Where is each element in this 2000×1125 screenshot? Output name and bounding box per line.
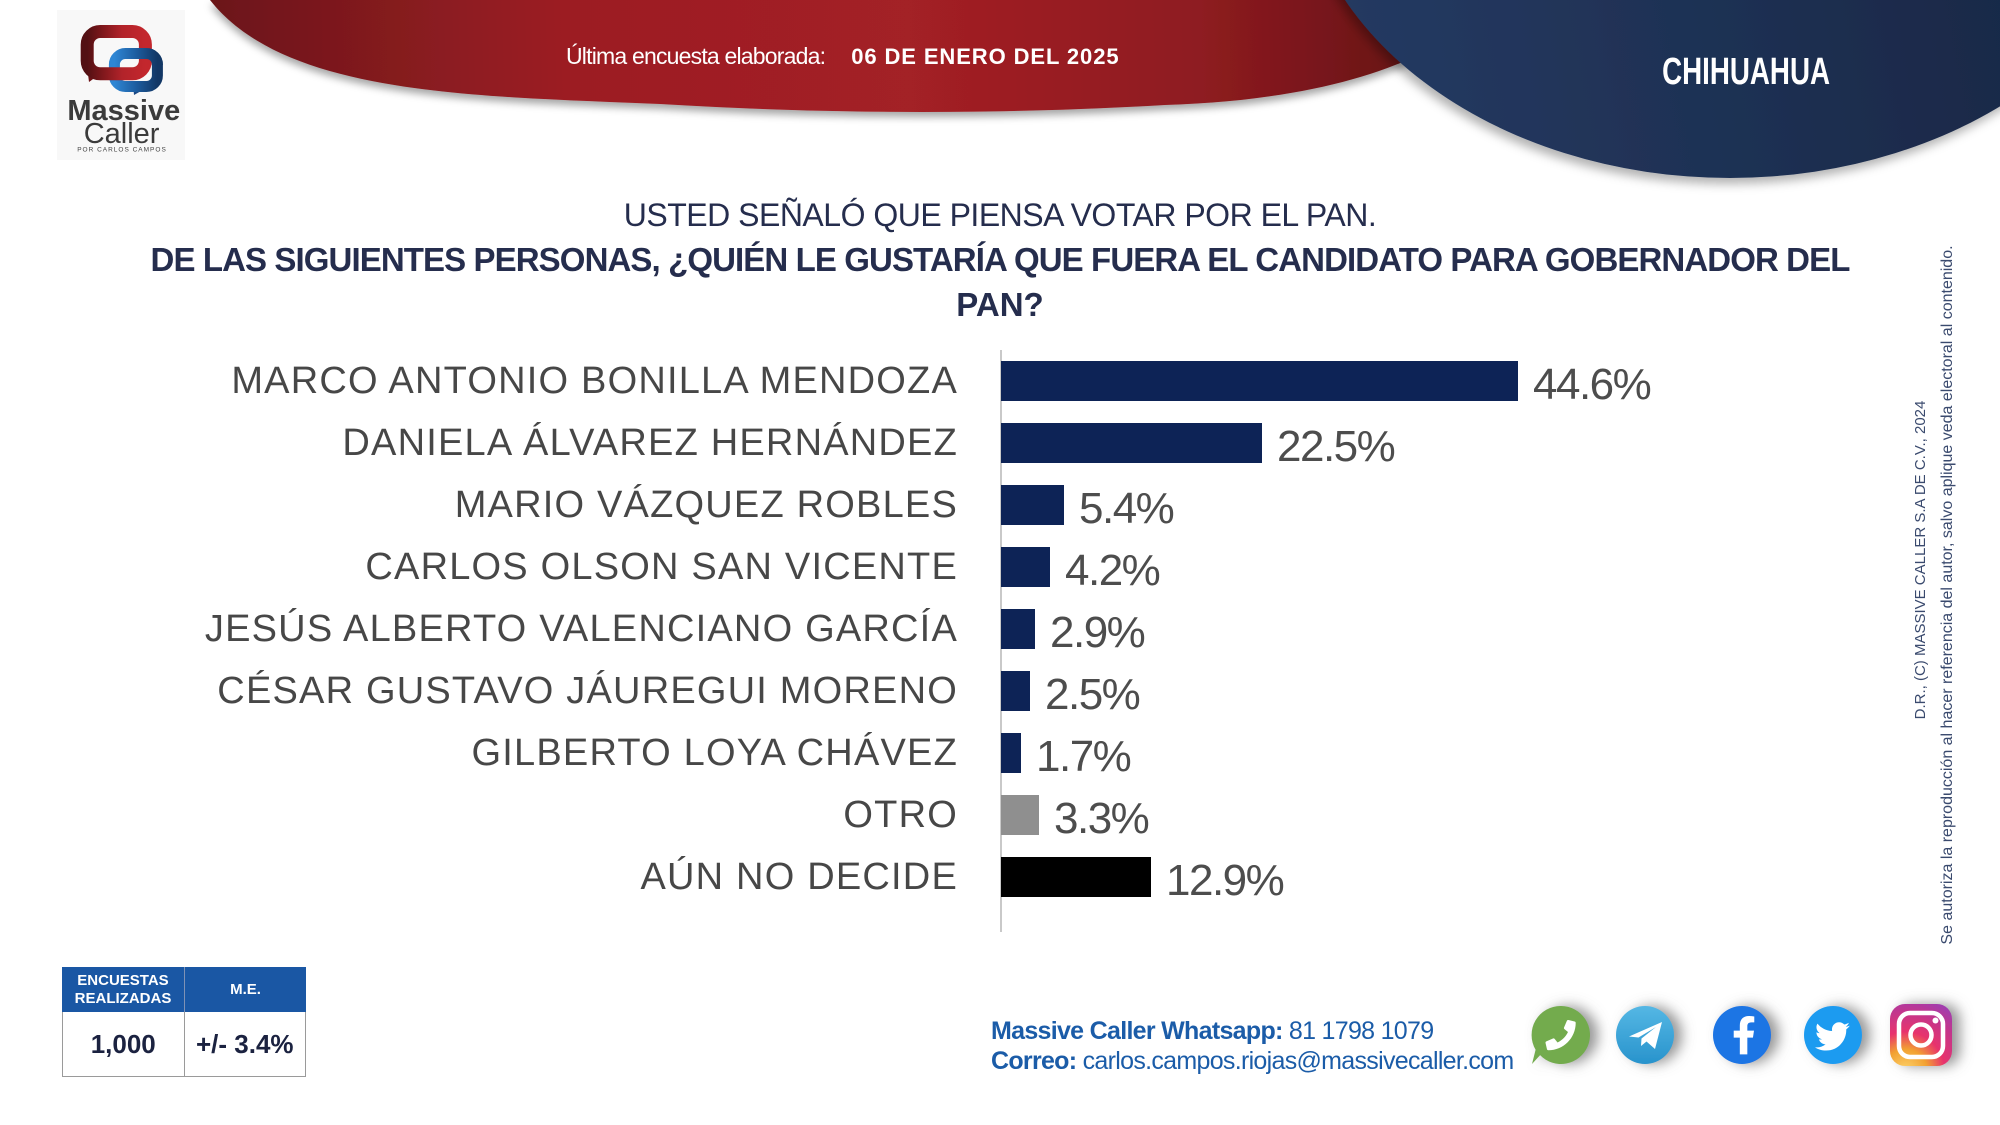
svg-text:POR CARLOS CAMPOS: POR CARLOS CAMPOS bbox=[77, 147, 167, 154]
svg-text:Caller: Caller bbox=[84, 118, 160, 150]
svg-text:Massive: Massive bbox=[67, 95, 180, 127]
